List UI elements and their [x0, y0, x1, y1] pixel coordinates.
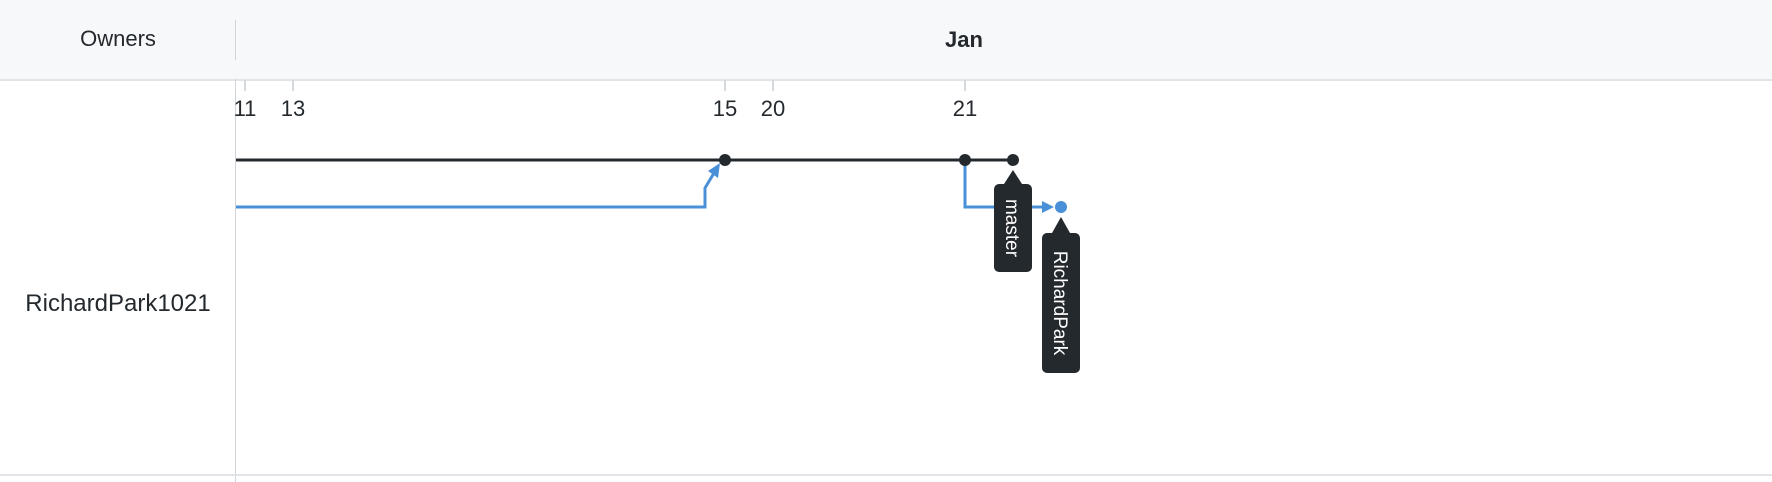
day-label: 11	[234, 96, 257, 121]
month-label: Jan	[945, 27, 983, 52]
day-label: 13	[281, 96, 305, 121]
commit-dot[interactable]	[959, 154, 971, 166]
owner-name[interactable]: RichardPark1021	[25, 290, 211, 317]
branch-arrowhead	[1042, 201, 1054, 213]
header-divider	[235, 20, 236, 60]
owner-column-divider	[235, 79, 236, 482]
tag-pointer	[1004, 170, 1022, 184]
branch-tag-master[interactable]: master	[994, 170, 1032, 272]
tag-body	[994, 184, 1032, 272]
day-label: 15	[713, 96, 737, 121]
day-label: 20	[761, 96, 785, 121]
branch-tag-label: RichardPark	[1049, 251, 1070, 356]
day-ticks	[244, 80, 966, 91]
branch-tag-label: master	[1001, 199, 1022, 258]
commit-dot[interactable]	[719, 154, 731, 166]
commit-dot[interactable]	[1007, 154, 1019, 166]
fork-merge-line	[236, 167, 719, 209]
tag-body	[1042, 233, 1080, 373]
merge-arrowhead	[708, 163, 720, 178]
bottom-rule	[0, 474, 1772, 476]
header-bar	[0, 0, 1772, 81]
day-label: 21	[953, 96, 977, 121]
owners-heading: Owners	[80, 26, 156, 51]
tag-pointer	[1052, 217, 1070, 233]
branch-tag-richardpark[interactable]: RichardPark	[1042, 217, 1080, 373]
commit-dot[interactable]	[1055, 201, 1067, 213]
